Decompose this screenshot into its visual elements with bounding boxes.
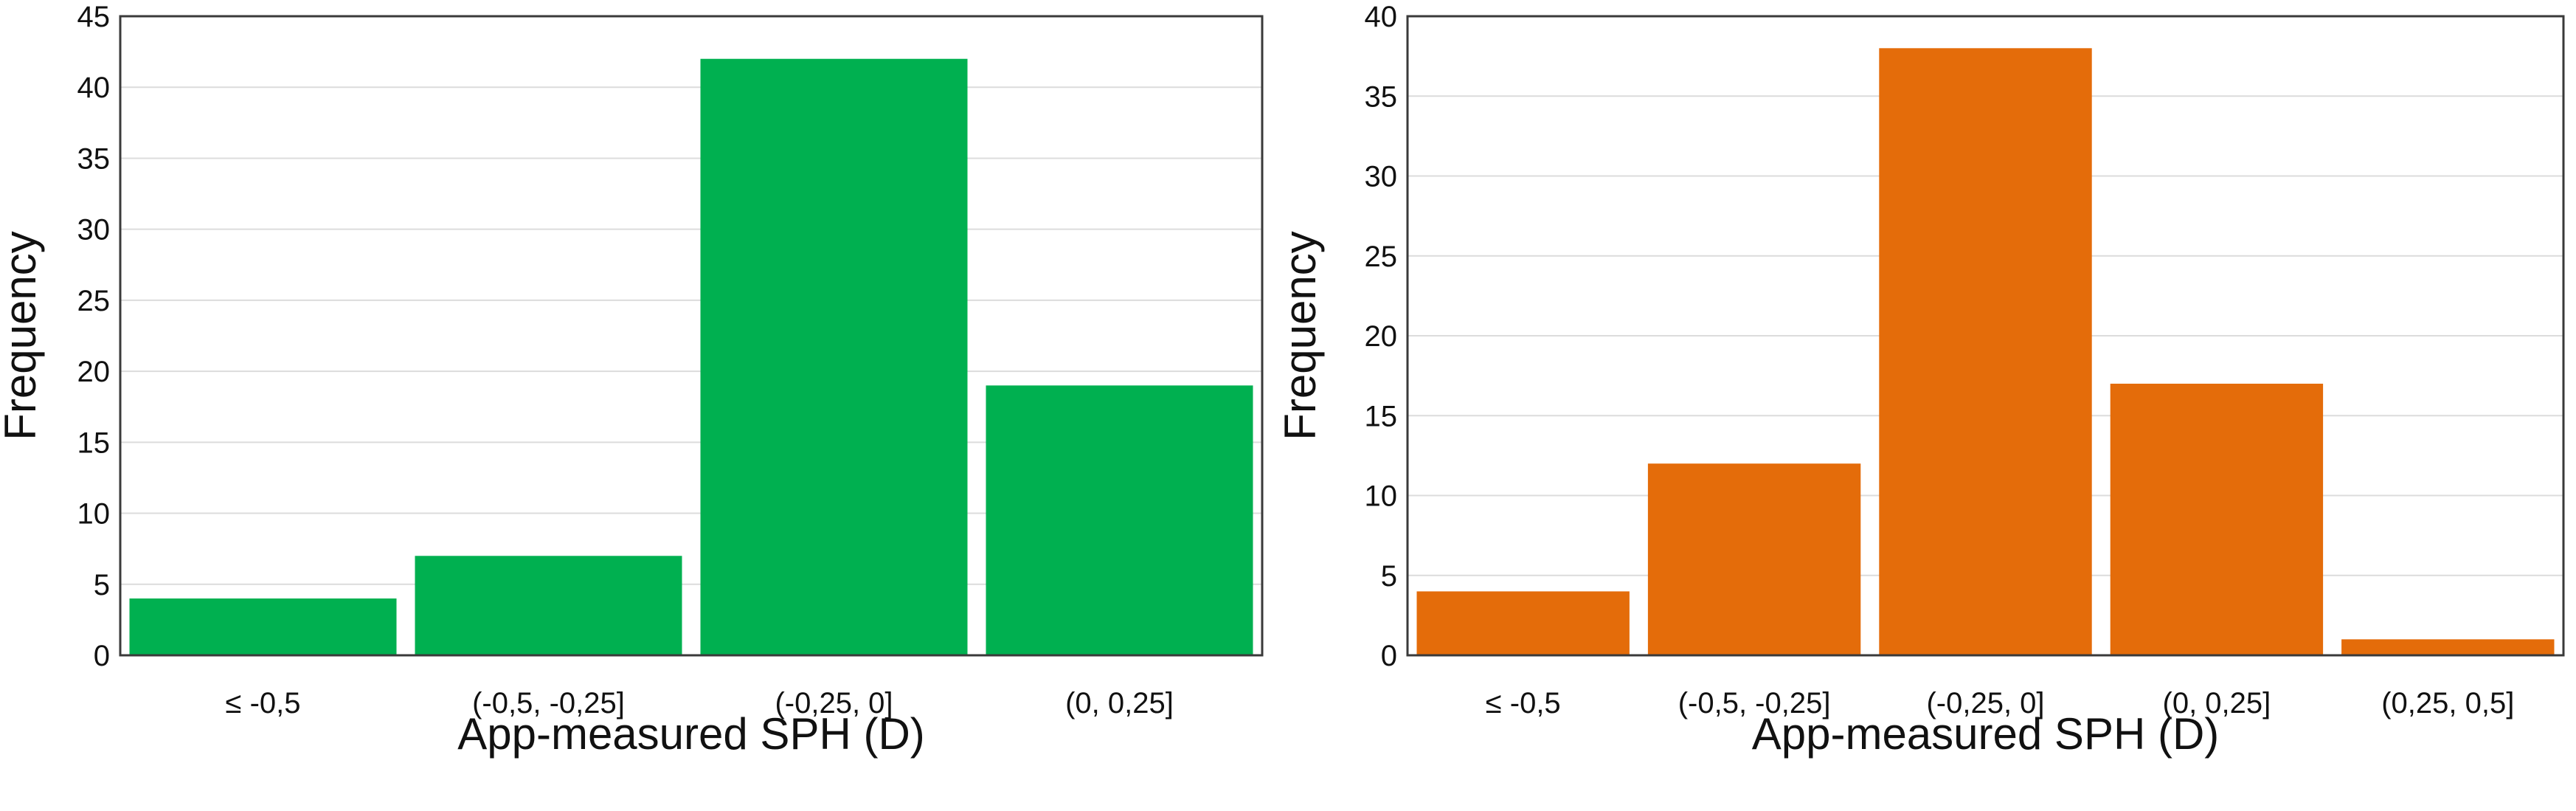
y-tick-label: 15 <box>1365 400 1398 432</box>
bars <box>1416 48 2555 656</box>
y-tick-label: 0 <box>1381 640 1397 672</box>
y-tick-label: 35 <box>1365 80 1398 113</box>
y-tick-label: 15 <box>77 427 111 459</box>
x-tick-label: (-0,5, -0,25] <box>1678 687 1831 719</box>
bar <box>700 58 968 655</box>
x-tick-label: (-0,5, -0,25] <box>472 687 625 719</box>
y-tick-label: 0 <box>94 640 110 672</box>
plot-frame <box>1406 15 2565 657</box>
right-histogram: 0 5 10 15 20 25 30 35 40 ≤ -0,5 (-0,5, -0,25] (-0,2… <box>1275 1 2565 759</box>
x-axis-title: App-measured SPH (D) <box>457 709 925 759</box>
x-tick-label: ≤ -0,5 <box>226 687 301 719</box>
x-tick-label: ≤ -0,5 <box>1486 687 1561 719</box>
y-tick-labels: 0 5 10 15 20 25 30 35 40 <box>1365 1 1398 672</box>
left-histogram: 0 5 10 15 20 25 30 35 40 45 ≤ -0,5 (-0,5, -0,25] (-0… <box>0 1 1264 759</box>
bar <box>415 556 682 655</box>
y-tick-labels: 0 5 10 15 20 25 30 35 40 45 <box>77 1 111 672</box>
y-tick-label: 20 <box>77 356 111 388</box>
x-tick-label: (0, 0,25] <box>1065 687 1174 719</box>
bar <box>2341 639 2555 655</box>
bar <box>1416 591 1630 655</box>
bar <box>2110 383 2324 655</box>
y-tick-label: 30 <box>77 214 111 246</box>
y-tick-label: 25 <box>1365 241 1398 273</box>
bars <box>129 58 1253 655</box>
y-tick-label: 45 <box>77 1 111 33</box>
y-tick-label: 25 <box>77 285 111 317</box>
y-tick-label: 40 <box>77 72 111 104</box>
y-axis-title: Frequency <box>1275 231 1325 440</box>
y-tick-label: 40 <box>1365 1 1398 33</box>
x-tick-label: (0, 0,25] <box>2163 687 2271 719</box>
y-tick-label: 5 <box>1381 560 1397 593</box>
bar <box>1879 48 2092 656</box>
y-tick-label: 20 <box>1365 320 1398 353</box>
y-tick-label: 10 <box>1365 480 1398 513</box>
bar <box>1647 463 1861 655</box>
x-tick-labels: ≤ -0,5 (-0,5, -0,25] (-0,25, 0] (0, 0,25] <box>226 687 1174 719</box>
y-tick-label: 35 <box>77 142 111 175</box>
y-tick-label: 30 <box>1365 161 1398 193</box>
bar <box>986 385 1253 655</box>
x-tick-labels: ≤ -0,5 (-0,5, -0,25] (-0,25, 0] (0, 0,25] (0… <box>1486 687 2515 719</box>
x-tick-label: (0,25, 0,5] <box>2381 687 2514 719</box>
x-tick-label: (-0,25, 0] <box>1926 687 2044 719</box>
y-tick-label: 5 <box>94 569 110 601</box>
plot-frame <box>119 15 1264 657</box>
x-tick-label: (-0,25, 0] <box>775 687 893 719</box>
bar <box>129 598 397 655</box>
y-axis-title: Frequency <box>0 231 45 440</box>
y-tick-label: 10 <box>77 498 111 531</box>
x-axis-title: App-measured SPH (D) <box>1752 709 2220 759</box>
gridlines <box>120 86 1262 585</box>
